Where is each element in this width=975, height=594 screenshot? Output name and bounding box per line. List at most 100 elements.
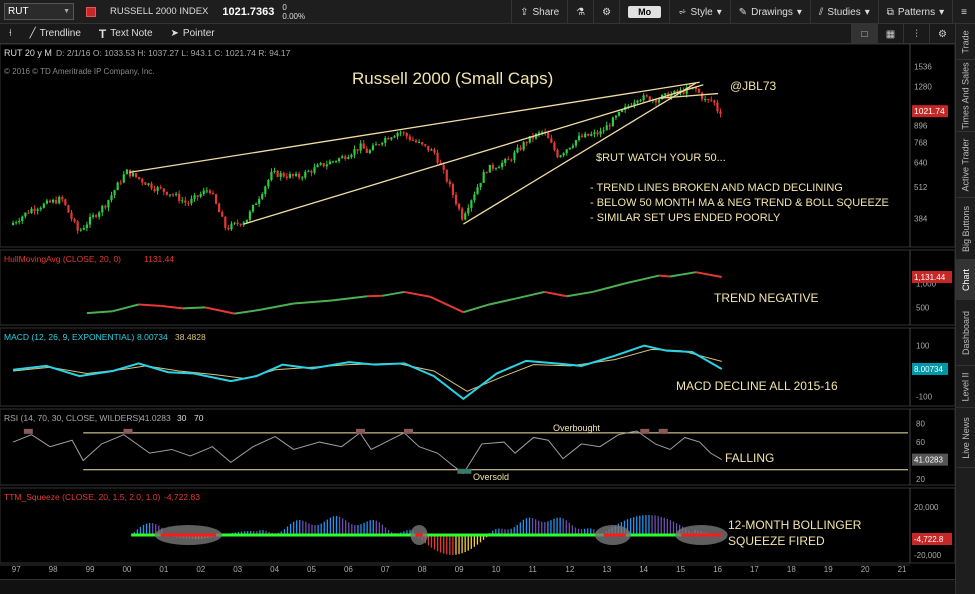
candle	[553, 142, 556, 150]
alert-flag-icon[interactable]	[86, 6, 96, 17]
candle	[707, 99, 710, 101]
text-icon: T	[98, 26, 107, 41]
settings-button[interactable]: ⚙	[593, 0, 619, 24]
sidebar-tab-times-and-sales[interactable]: Times And Sales	[956, 60, 975, 132]
hull-segment	[514, 290, 545, 300]
candle	[125, 169, 128, 175]
text-note-tool[interactable]: T Text Note	[98, 26, 153, 41]
candle	[685, 87, 688, 94]
candle	[479, 182, 482, 188]
candle	[565, 149, 568, 154]
candle	[135, 173, 138, 178]
pane-4	[0, 487, 955, 564]
layout-controls: □ ▦ ⫶ ⚙	[851, 24, 955, 44]
hull-segment	[429, 295, 464, 314]
squeeze-bar	[296, 520, 298, 535]
candle	[254, 203, 258, 205]
sidebar-tab-dashboard[interactable]: Dashboard	[956, 300, 975, 366]
hull-segment	[669, 271, 697, 278]
sidebar-tab-live-news[interactable]: Live News	[956, 408, 975, 468]
single-layout-button[interactable]: □	[851, 24, 877, 44]
chevron-down-icon[interactable]: ▼	[63, 8, 70, 15]
squeeze-bar	[256, 531, 258, 535]
candle	[673, 90, 676, 94]
candle	[697, 89, 701, 93]
sidebar-tab-trade[interactable]: Trade	[956, 24, 975, 60]
rsi-header: RSI (14, 70, 30, CLOSE, WILDERS)	[4, 413, 141, 423]
candle	[442, 164, 445, 171]
square-icon: □	[861, 28, 868, 40]
x-tick-label: 01	[159, 565, 168, 574]
macd-value: 8.00734	[137, 332, 168, 342]
trend-line-3	[658, 92, 719, 99]
squeeze-bar	[308, 523, 310, 535]
change-abs: 0	[282, 2, 287, 12]
candle	[199, 193, 202, 197]
candle	[73, 218, 76, 222]
price-tick-label: 1536	[914, 62, 932, 71]
candle	[399, 132, 402, 134]
patterns-button[interactable]: ⧉ Patterns ▾	[877, 0, 952, 24]
rsi-tick-label: 80	[916, 420, 925, 429]
squeeze-bar	[240, 531, 243, 535]
candle	[670, 93, 673, 99]
sidebar-tab-big-buttons[interactable]: Big Buttons	[956, 198, 975, 260]
timeframe-button[interactable]: Mo	[619, 0, 669, 24]
squeeze-bar	[406, 530, 408, 535]
squeeze-value: -4,722.83	[164, 492, 200, 502]
candle	[454, 194, 458, 204]
candle	[328, 161, 331, 165]
squeeze-bar	[443, 535, 445, 554]
instrument-name: RUSSELL 2000 INDEX	[110, 6, 209, 17]
sidebar-tab-active-trader[interactable]: Active Trader	[956, 132, 975, 198]
chart-settings-button[interactable]: ⚙	[929, 24, 955, 44]
x-tick-label: 99	[86, 565, 95, 574]
squeeze-bar	[513, 527, 515, 535]
squeeze-bar	[265, 530, 267, 535]
candle	[402, 132, 405, 134]
share-icon: ⇪	[520, 6, 529, 18]
horizontal-scrollbar[interactable]	[0, 579, 955, 594]
candle	[171, 194, 175, 196]
candle	[457, 203, 461, 209]
menu-button[interactable]: ≡	[952, 0, 975, 24]
candle	[224, 216, 227, 228]
sidebar-tab-level-ii[interactable]: Level II	[956, 366, 975, 408]
candle	[282, 173, 285, 177]
pointer-tool[interactable]: ➤ Pointer	[170, 28, 215, 39]
chart-area[interactable]: RUT 20 y M D: 2/1/16 O: 1033.53 H: 1037.2…	[0, 44, 955, 579]
squeeze-bar	[651, 515, 653, 535]
candle	[350, 154, 353, 158]
x-tick-label: 11	[529, 565, 538, 574]
candle	[181, 200, 184, 202]
x-tick-label: 00	[122, 565, 131, 574]
squeeze-last-label: -4,722.8	[914, 535, 944, 544]
candle	[424, 144, 427, 146]
candle	[141, 178, 144, 183]
grid-layout-button[interactable]: ▦	[877, 24, 903, 44]
trendline-tool[interactable]: ╱ Trendline	[29, 28, 81, 39]
studies-button[interactable]: ⫽ Studies ▾	[809, 0, 878, 24]
squeeze-bar	[461, 535, 463, 554]
squeeze-bar	[326, 519, 328, 535]
x-tick-label: 02	[196, 565, 205, 574]
squeeze-bar	[253, 531, 255, 535]
symbol-input[interactable]: RUT ▼	[4, 3, 74, 20]
candle	[91, 215, 95, 217]
squeeze-bar	[559, 517, 561, 535]
candle	[107, 200, 110, 208]
sidebar-tab-chart[interactable]: Chart	[956, 260, 975, 300]
squeeze-bar	[262, 530, 264, 535]
sync-button[interactable]: ⫶	[903, 24, 929, 44]
candle	[473, 194, 476, 201]
candle	[150, 183, 153, 189]
flask-button[interactable]: ⚗	[567, 0, 593, 24]
squeeze-bar	[467, 535, 469, 551]
candle	[27, 212, 30, 214]
x-tick-label: 04	[270, 565, 279, 574]
share-button[interactable]: ⇪ Share	[511, 0, 567, 24]
pin-button[interactable]: ⍿	[0, 24, 21, 44]
style-button[interactable]: ⩫ Style ▾	[669, 0, 730, 24]
drawings-button[interactable]: ✎ Drawings ▾	[729, 0, 810, 24]
squeeze-bar	[645, 515, 647, 535]
